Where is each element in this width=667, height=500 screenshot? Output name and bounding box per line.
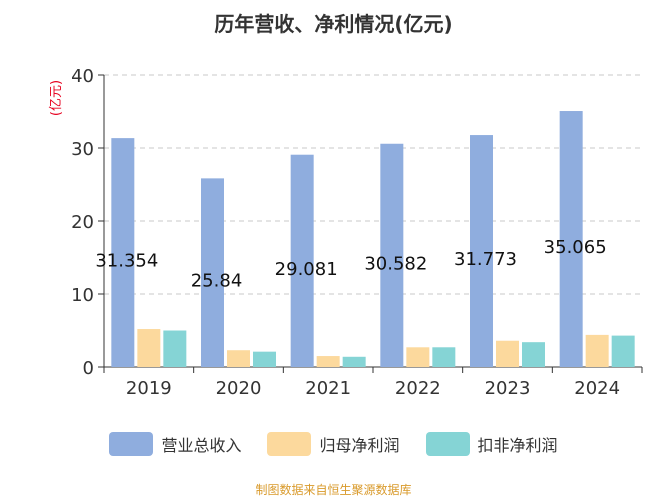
legend-swatch-revenue [109,432,154,456]
x-tick-label: 2019 [126,378,172,399]
bar-deducted-net-profit [522,342,545,367]
bar-net-profit [227,350,250,367]
bar-net-profit [585,334,609,367]
bar-net-profit [316,356,340,367]
bar-net-profit [406,347,430,367]
label-layer: 31.354 25.84 29.081 30.582 31.773 35.065 [95,237,606,292]
bar-revenue [470,135,493,367]
x-tick-label: 2020 [216,378,262,399]
legend-label-net-profit: 归母净利润 [319,436,400,455]
data-label: 35.065 [544,237,607,258]
bar-revenue [290,154,314,367]
y-tick-label: 10 [71,285,94,306]
x-tick-label: 2021 [305,378,351,399]
axis-layer: 0 10 20 30 40 (亿元) 2019 2020 2021 2022 2023 2024 [49,66,643,399]
y-tick-label: 40 [71,66,94,87]
y-tick-label: 20 [71,212,94,233]
legend-item-revenue[interactable]: 营业总收入 [109,432,241,456]
bar-deducted-net-profit [432,347,456,367]
bar-deducted-net-profit [253,351,276,367]
chart-title: 历年营收、净利情况(亿元) [214,12,453,36]
legend-item-deducted-net-profit[interactable]: 扣非净利润 [425,432,558,456]
data-label: 31.354 [95,251,158,272]
y-axis-title: (亿元) [49,80,64,116]
bar-net-profit [137,329,161,367]
bar-revenue [380,143,404,367]
data-label: 25.84 [191,271,243,292]
x-tick-label: 2023 [485,378,531,399]
bar-net-profit [496,340,519,367]
data-label: 31.773 [454,249,517,270]
source-note: 制图数据来自恒生聚源数据库 [255,483,412,497]
bar-revenue [111,138,135,367]
bar-revenue [201,178,224,367]
data-label: 29.081 [275,259,338,280]
data-label: 30.582 [364,253,427,274]
legend-label-revenue: 营业总收入 [161,436,242,455]
x-tick-label: 2024 [574,378,620,399]
legend-item-net-profit[interactable]: 归母净利润 [267,432,400,456]
y-tick-label: 30 [71,139,94,160]
bar-layer [111,111,635,367]
legend-swatch-net-profit [267,432,312,456]
legend-label-deducted-net-profit: 扣非净利润 [477,436,558,455]
bar-deducted-net-profit [611,335,635,367]
y-tick-label: 0 [83,358,94,379]
bar-deducted-net-profit [163,330,187,367]
legend: 营业总收入 归母净利润 扣非净利润 [0,432,667,456]
x-tick-label: 2022 [395,378,441,399]
bar-deducted-net-profit [342,356,366,367]
legend-swatch-deducted-net-profit [425,432,470,456]
bar-revenue [559,111,583,367]
